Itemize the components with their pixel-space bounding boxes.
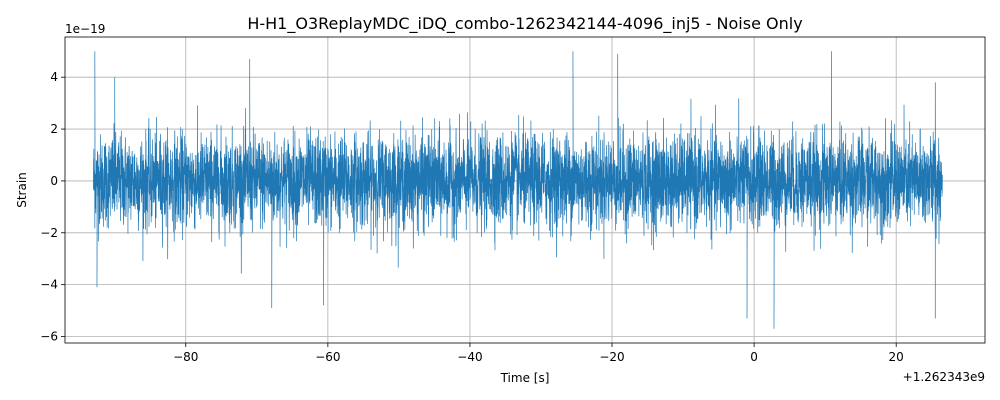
y-axis-label: Strain [15,172,29,208]
x-axis-label: Time [s] [500,371,550,385]
series-layer [93,51,943,329]
y-tick-label: 4 [50,70,58,84]
y-tick-label: −4 [40,278,58,292]
y-tick-label: 0 [50,174,58,188]
y-tick-label: 2 [50,122,58,136]
y-tick-label: −6 [40,330,58,344]
x-axis-ticks: −80 −60 −40 −20 0 20 [173,343,904,364]
y-axis-ticks: −6 −4 −2 0 2 4 [40,70,65,344]
x-tick-label: −20 [599,350,624,364]
strain-series-line [93,51,943,329]
x-tick-label: 0 [750,350,758,364]
y-axis-scale-text: 1e−19 [65,22,105,36]
chart-title: H-H1_O3ReplayMDC_iDQ_combo-1262342144-40… [247,14,802,34]
x-tick-label: 20 [889,350,904,364]
x-axis-offset-text: +1.262343e9 [903,370,985,384]
y-tick-label: −2 [40,226,58,240]
x-tick-label: −60 [315,350,340,364]
x-tick-label: −40 [457,350,482,364]
x-tick-label: −80 [173,350,198,364]
plot-area-frame [64,36,986,344]
